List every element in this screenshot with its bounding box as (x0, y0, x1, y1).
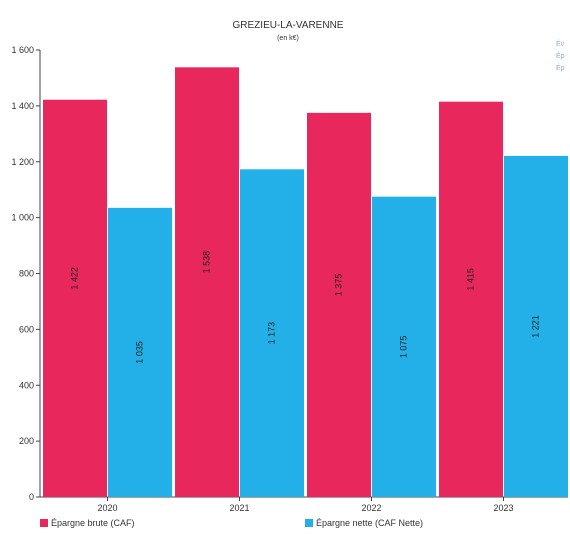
data-label: 1 035 (134, 341, 144, 364)
data-label: 1 173 (266, 322, 276, 345)
bar-epargne-nette-2023 (504, 155, 568, 497)
side-note-line: Ép (556, 63, 565, 72)
data-label: 1 422 (69, 267, 79, 290)
y-tick-label: 1 000 (11, 213, 34, 223)
x-axis: 2020 2021 2022 2023 (40, 496, 568, 513)
x-tick-label: 2021 (229, 503, 249, 513)
y-tick-label: 1 200 (11, 157, 34, 167)
legend: Épargne brute (CAF) Épargne nette (CAF Ne… (40, 518, 423, 528)
bars-group: 1 422 1 035 1 538 1 173 1 375 1 075 1 415 1 221 (43, 67, 568, 498)
bar-epargne-brute-2022 (307, 112, 371, 497)
y-tick-label: 1 600 (11, 45, 34, 55)
side-note-line: Ép (556, 51, 565, 60)
x-tick-label: 2023 (493, 503, 513, 513)
y-tick-label: 400 (19, 380, 34, 390)
chart-title: GREZIEU-LA-VARENNE (233, 20, 344, 31)
side-note: Év Ép Ép (556, 39, 565, 72)
data-label: 1 221 (530, 315, 540, 338)
data-label: 1 415 (465, 268, 475, 291)
data-label: 1 538 (201, 251, 211, 274)
legend-swatch (305, 519, 313, 527)
y-axis: 0 200 400 600 800 1 000 1 200 1 400 1 600 (11, 45, 41, 502)
bar-epargne-brute-2020 (43, 99, 107, 497)
x-tick-label: 2020 (97, 503, 117, 513)
y-tick-label: 600 (19, 324, 34, 334)
legend-swatch (40, 519, 48, 527)
data-label: 1 375 (333, 274, 343, 297)
bar-epargne-nette-2020 (108, 207, 172, 498)
side-note-line: Év (556, 39, 565, 48)
bar-epargne-brute-2021 (175, 67, 239, 497)
y-tick-label: 800 (19, 269, 34, 279)
y-tick-label: 200 (19, 436, 34, 446)
bar-epargne-brute-2023 (439, 101, 503, 497)
bar-epargne-nette-2022 (372, 196, 436, 497)
legend-label: Épargne brute (CAF) (51, 518, 135, 528)
legend-label: Épargne nette (CAF Nette) (316, 518, 423, 528)
y-tick-label: 0 (29, 492, 34, 502)
x-tick-label: 2022 (361, 503, 381, 513)
y-tick-label: 1 400 (11, 101, 34, 111)
data-label: 1 075 (398, 336, 408, 359)
bar-epargne-nette-2021 (240, 169, 304, 497)
chart-subtitle: (en k€) (277, 35, 299, 42)
